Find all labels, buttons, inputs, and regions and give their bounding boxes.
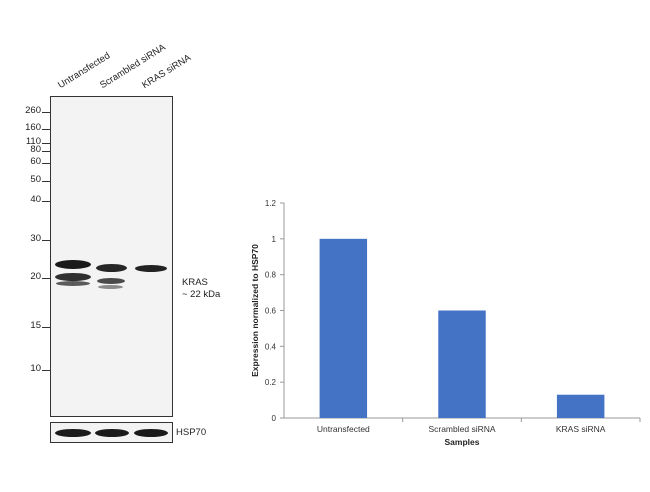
lower-band-untransfected (55, 273, 91, 281)
kras-band-untransfected (55, 260, 91, 269)
kras-blot-membrane (50, 96, 173, 417)
mw-marker-60: 60 (30, 156, 41, 167)
mw-tick (42, 163, 50, 164)
loading-control-label: HSP70 (176, 427, 207, 438)
mw-marker-10: 10 (30, 363, 41, 374)
x-tick-label: KRAS siRNA (556, 424, 606, 434)
y-tick-label: 0.6 (265, 307, 277, 316)
y-tick-label: 0.2 (265, 378, 277, 387)
western-blot-panel: Untransfected Scrambled siRNA KRAS siRNA… (0, 0, 240, 492)
y-tick-label: 0.8 (265, 271, 277, 280)
mw-tick (42, 151, 50, 152)
mw-marker-20: 20 (30, 271, 41, 282)
bar (319, 238, 368, 418)
target-label: KRAS (182, 277, 208, 288)
bar (556, 394, 605, 418)
hsp70-band-scrambled-sirna (95, 429, 129, 437)
y-tick-label: 0 (272, 414, 277, 423)
mw-marker-260: 260 (25, 105, 41, 116)
kras-band-scrambled-sirna (96, 264, 127, 272)
x-axis-title: Samples (445, 437, 480, 447)
mw-marker-110: 110 (25, 136, 41, 147)
expression-bar-chart: 0 0.2 0.4 0.6 0.8 1 1.2 Untransfected Scrambled … (250, 199, 641, 447)
x-tick-label: Untransfected (317, 424, 370, 434)
mw-tick (42, 129, 50, 130)
mw-marker-40: 40 (30, 194, 41, 205)
mw-marker-15: 15 (30, 320, 41, 331)
hsp70-blot-membrane (50, 422, 173, 443)
mw-tick (42, 327, 50, 328)
hsp70-band-untransfected (55, 429, 91, 437)
mw-tick (42, 181, 50, 182)
mw-marker-80: 80 (30, 144, 41, 155)
bar (438, 310, 486, 418)
lower-band-scrambled-sirna-2 (98, 285, 123, 289)
y-axis-title: Expression normalized to HSP70 (250, 244, 260, 377)
y-tick-label: 1 (272, 235, 277, 244)
mw-tick (42, 240, 50, 241)
mw-marker-30: 30 (30, 233, 41, 244)
kras-band-kras-sirna (135, 265, 167, 272)
mw-tick (42, 201, 50, 202)
mw-marker-50: 50 (30, 174, 41, 185)
mw-marker-160: 160 (25, 122, 41, 133)
y-tick-label: 0.4 (265, 342, 277, 351)
lower-band-untransfected-2 (56, 281, 90, 286)
hsp70-band-kras-sirna (134, 429, 168, 437)
target-size-label: ~ 22 kDa (182, 289, 221, 300)
mw-tick (42, 370, 50, 371)
chart-layer: 0 0.2 0.4 0.6 0.8 1 1.2 Untransfected Scrambled … (250, 199, 641, 447)
x-tick-label: Scrambled siRNA (428, 424, 495, 434)
mw-tick (42, 112, 50, 113)
y-tick-label: 1.2 (265, 199, 277, 208)
lower-band-scrambled-sirna (97, 278, 125, 284)
mw-tick (42, 143, 50, 144)
mw-tick (42, 278, 50, 279)
